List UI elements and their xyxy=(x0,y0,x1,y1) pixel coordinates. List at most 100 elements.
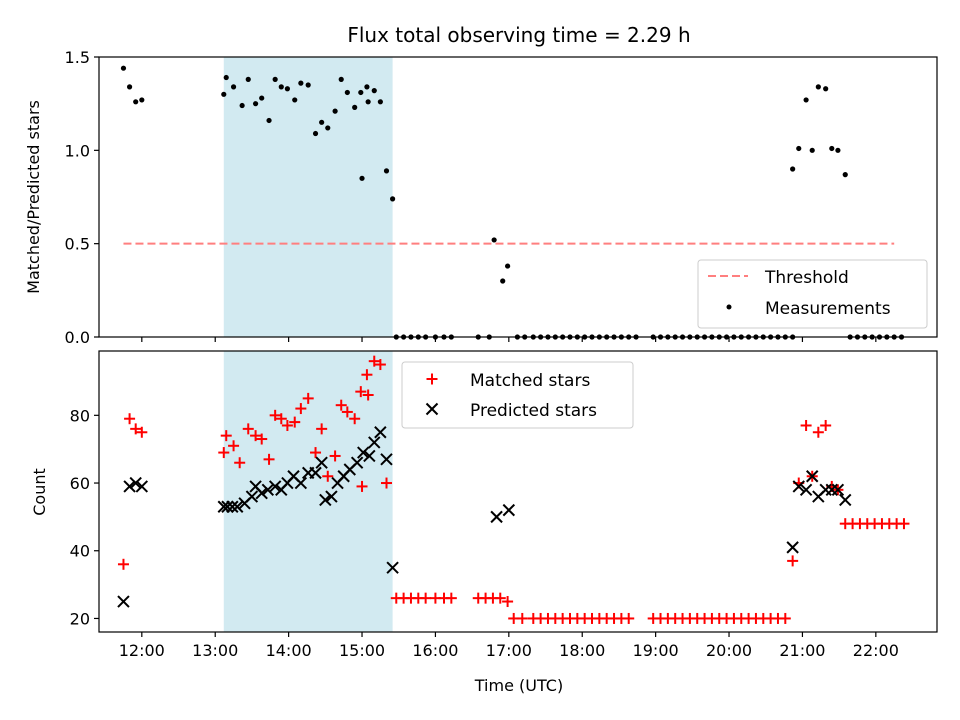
measurement-point xyxy=(491,237,497,243)
matched-star-point xyxy=(623,612,635,624)
measurement-point xyxy=(358,89,364,96)
matched-star-point xyxy=(361,369,373,381)
matched-star-point xyxy=(779,612,791,624)
matched-star-point xyxy=(420,592,432,604)
matched-star-point xyxy=(124,413,136,425)
matched-star-point xyxy=(316,423,328,435)
x-tick-label: 20:00 xyxy=(706,641,752,660)
y-tick-label: 1.5 xyxy=(65,48,90,67)
matched-star-point xyxy=(256,433,268,445)
x-axis-label: Time (UTC) xyxy=(474,676,563,695)
predicted-star-point xyxy=(294,476,308,490)
matched-star-point xyxy=(812,426,824,438)
predicted-star-point xyxy=(357,446,370,459)
measurements-legend-swatch xyxy=(726,304,732,310)
measurement-point xyxy=(120,65,127,71)
counts-legend-box xyxy=(401,361,634,429)
predicted-star-point xyxy=(806,470,819,483)
predicted-star-point xyxy=(309,466,322,480)
matched-star-point xyxy=(898,518,910,530)
predicted-star-point xyxy=(261,483,275,497)
y-tick-label: 0.5 xyxy=(65,235,90,254)
predicted-stars-legend-swatch xyxy=(425,402,439,416)
threshold-legend-label: Threshold xyxy=(764,268,849,288)
measurement-point xyxy=(292,97,298,103)
predicted-star-point xyxy=(368,436,381,449)
ratio-panel: 0.0 0.5 1.0 1.5 Matched/Predicted stars Thr… xyxy=(24,48,938,347)
measurement-point xyxy=(126,84,133,90)
matched-star-point xyxy=(516,612,528,624)
predicted-star-point xyxy=(135,480,149,493)
predicted-star-point xyxy=(226,500,239,513)
matched-star-point xyxy=(242,423,254,435)
matched-star-point xyxy=(368,355,380,367)
matched-star-point xyxy=(356,480,368,492)
ratio-y-axis-label: Matched/Predicted stars xyxy=(24,100,43,294)
matched-star-point xyxy=(380,477,392,489)
measurement-point xyxy=(305,82,311,88)
measurements-legend-label: Measurements xyxy=(765,299,891,319)
x-tick-label: 14:00 xyxy=(266,641,312,660)
matched-star-point xyxy=(329,450,341,462)
x-tick-label: 12:00 xyxy=(119,641,165,660)
matched-stars-legend-marker xyxy=(426,373,438,385)
matched-star-point xyxy=(263,453,275,465)
measurement-point xyxy=(312,130,319,137)
measurement-point xyxy=(377,99,383,105)
matched-star-point xyxy=(494,592,506,604)
measurement-point xyxy=(230,84,237,90)
measurement-point xyxy=(266,117,272,124)
measurement-point xyxy=(139,97,145,103)
matched-star-point xyxy=(295,403,307,415)
measurement-point xyxy=(823,86,829,92)
measurement-point xyxy=(325,125,331,131)
ratio-y-ticks: 0.0 0.5 1.0 1.5 xyxy=(65,48,99,347)
measurement-point xyxy=(284,86,290,92)
ratio-x-ticks xyxy=(141,337,877,342)
matched-star-point xyxy=(787,555,799,567)
predicted-star-point xyxy=(123,480,136,493)
matched-star-point xyxy=(322,470,334,482)
predicted-star-point xyxy=(786,541,799,554)
y-tick-label: 80 xyxy=(70,406,90,425)
measurement-point xyxy=(835,147,841,153)
counts-x-ticks: 12:00 13:00 14:00 15:00 16:00 17:00 18:00 19:00… xyxy=(119,632,899,660)
predicted-star-point xyxy=(231,500,244,513)
matched-star-point xyxy=(310,447,322,459)
predicted-star-point xyxy=(831,483,845,497)
matched-star-point xyxy=(502,596,514,608)
measurement-point xyxy=(338,76,344,82)
x-tick-label: 18:00 xyxy=(559,641,605,660)
matched-star-point xyxy=(234,457,246,469)
matched-star-point xyxy=(269,409,281,421)
measurement-point xyxy=(842,172,848,178)
measurement-point xyxy=(259,95,265,101)
predicted-star-point xyxy=(490,510,503,524)
predicted-star-point xyxy=(319,493,332,507)
predicted-star-point xyxy=(374,426,387,439)
predicted-star-point xyxy=(363,449,376,463)
matched-star-point xyxy=(820,419,832,431)
measurement-point xyxy=(371,88,377,94)
predicted-stars-legend-label: Predicted stars xyxy=(470,401,597,421)
predicted-star-point xyxy=(255,486,268,500)
predicted-stars-legend-marker xyxy=(425,402,439,416)
matched-star-point xyxy=(335,399,347,411)
predicted-star-point xyxy=(315,456,328,469)
ratio-legend: Threshold Measurements xyxy=(697,259,928,329)
measurement-point xyxy=(221,91,227,97)
ratio-shaded-interval xyxy=(223,57,393,337)
ratio-legend-box xyxy=(697,259,928,329)
matched-star-point xyxy=(445,592,457,604)
chart-title: Flux total observing time = 2.29 h xyxy=(347,23,690,47)
measurement-point xyxy=(796,145,802,152)
counts-y-ticks: 20 40 60 80 xyxy=(70,406,99,628)
measurement-point xyxy=(223,74,229,81)
counts-legend: Matched stars Predicted stars xyxy=(401,361,634,429)
predicted-stars-points xyxy=(117,426,852,608)
predicted-star-point xyxy=(221,500,234,513)
measurement-point xyxy=(272,76,278,82)
measurement-point xyxy=(803,97,809,103)
counts-y-axis-label: Count xyxy=(30,468,49,516)
